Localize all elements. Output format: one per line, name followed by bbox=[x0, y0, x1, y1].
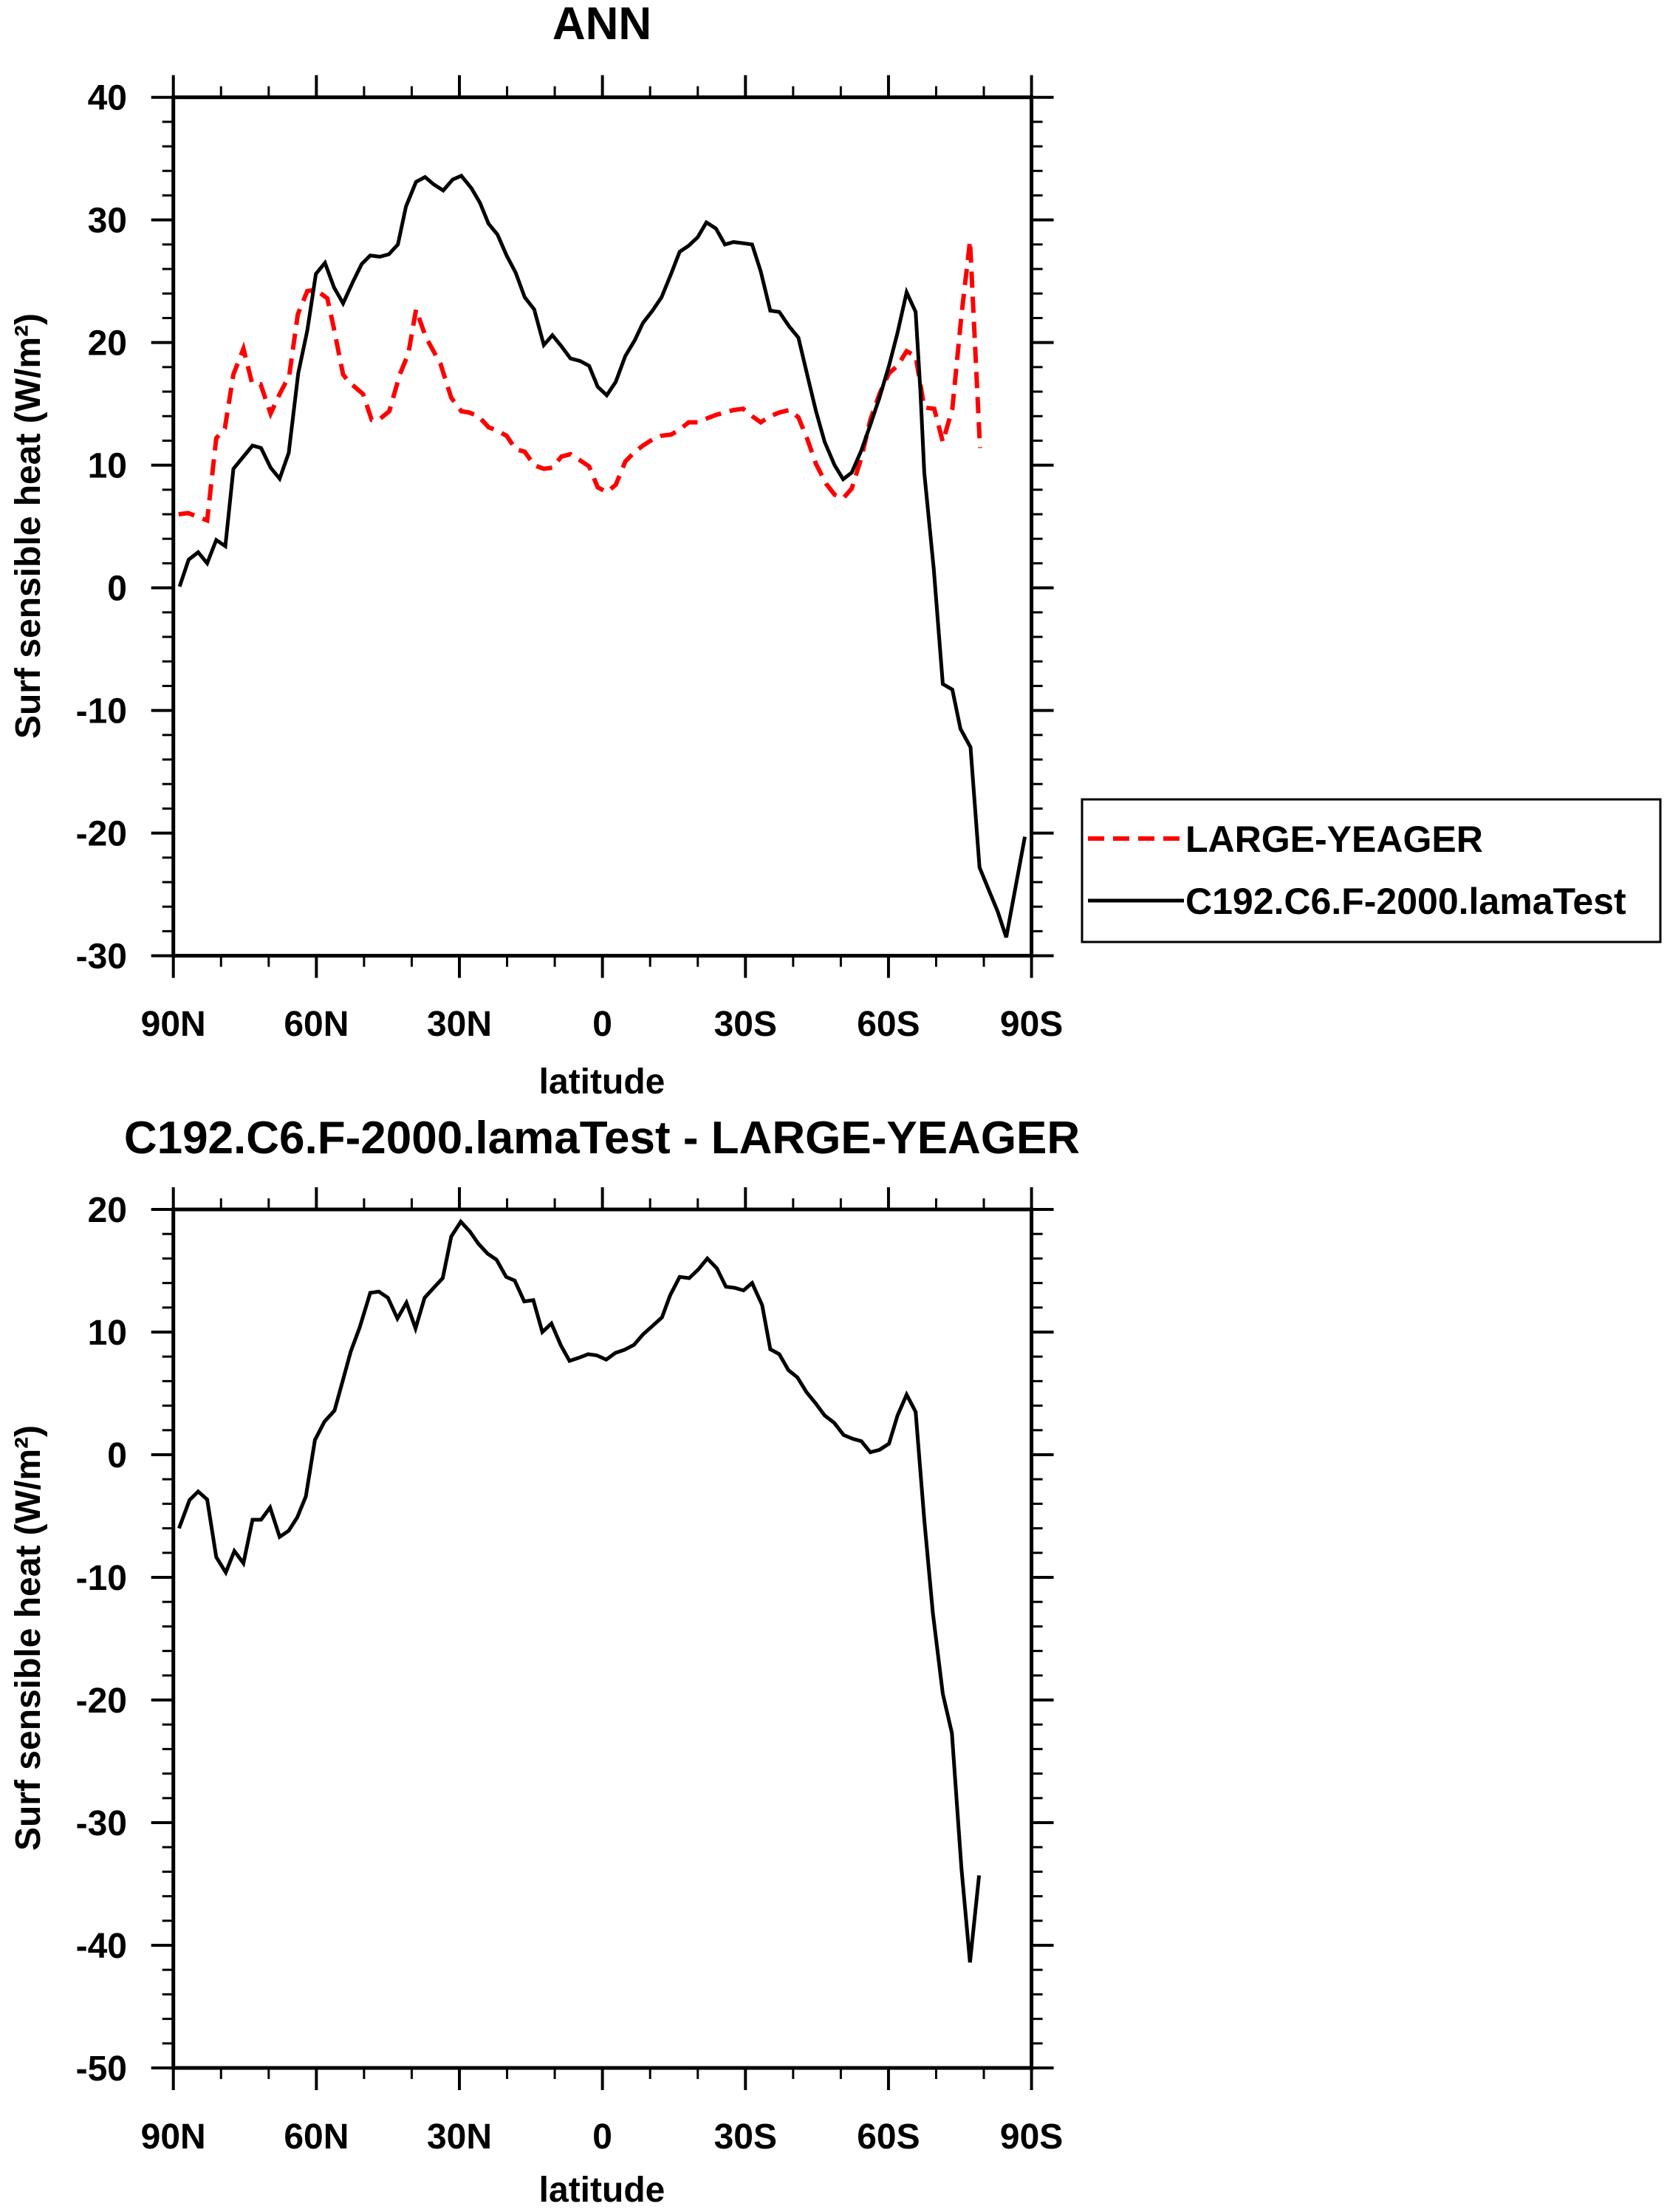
y-tick-label: -50 bbox=[76, 2049, 127, 2089]
x-tick-label: 30S bbox=[714, 2117, 777, 2157]
top-x-axis-label: latitude bbox=[539, 1062, 665, 1102]
y-tick-label: -10 bbox=[76, 1559, 127, 1598]
plot-frame bbox=[171, 1207, 1034, 2070]
legend-label-large-yeager: LARGE-YEAGER bbox=[1185, 819, 1483, 860]
series-line-difference bbox=[177, 1218, 982, 1963]
bottom-panel: C192.C6.F-2000.lamaTest - LARGE-YEAGER l… bbox=[9, 1113, 1080, 2210]
y-tick-label: -20 bbox=[76, 815, 127, 854]
top-plot-title: ANN bbox=[552, 0, 651, 50]
series-line-large-yeager bbox=[178, 240, 982, 524]
legend-box bbox=[1081, 798, 1662, 943]
x-tick-label: 90N bbox=[141, 1005, 206, 1044]
plot-frame bbox=[171, 95, 1034, 958]
y-tick-label: -30 bbox=[76, 938, 127, 977]
x-tick-label: 60S bbox=[857, 2117, 920, 2157]
y-tick-label: 10 bbox=[88, 447, 127, 486]
y-tick-label: 0 bbox=[107, 1436, 127, 1475]
x-tick-label: 60N bbox=[284, 1005, 349, 1044]
y-tick-label: -40 bbox=[76, 1927, 127, 1966]
x-tick-label: 90S bbox=[1000, 2117, 1063, 2157]
series-line-c192-c6-f-2000-lamatest bbox=[177, 173, 1027, 938]
top-plot-area: 90N 60N 30N 0 30S 60S 90S -30 -20 -10 0 10 20 30 40 bbox=[76, 75, 1063, 1044]
y-tick-label: 20 bbox=[88, 1191, 127, 1230]
y-tick-label: 0 bbox=[107, 570, 127, 609]
x-tick-label: 0 bbox=[592, 1005, 612, 1044]
bottom-plot-title: C192.C6.F-2000.lamaTest - LARGE-YEAGER bbox=[124, 1113, 1080, 1164]
y-tick-label: -30 bbox=[76, 1804, 127, 1843]
y-tick-label: 30 bbox=[88, 202, 127, 241]
x-tick-label: 90N bbox=[141, 2117, 206, 2157]
legend-label-c192: C192.C6.F-2000.lamaTest bbox=[1185, 881, 1626, 922]
x-tick-label: 30N bbox=[427, 1005, 492, 1044]
bottom-x-axis-label: latitude bbox=[539, 2171, 665, 2210]
top-y-axis-label: Surf sensible heat (W/m²) bbox=[9, 313, 48, 739]
x-tick-label: 0 bbox=[592, 2117, 612, 2157]
bottom-plot-area: 90N 60N 30N 0 30S 60S 90S -50 -40 -30 -20 -10 0 10 20 bbox=[76, 1187, 1063, 2157]
legend: LARGE-YEAGER C192.C6.F-2000.lamaTest bbox=[1081, 798, 1662, 943]
y-tick-label: -10 bbox=[76, 692, 127, 731]
x-tick-label: 30N bbox=[427, 2117, 492, 2157]
x-tick-label: 30S bbox=[714, 1005, 777, 1044]
x-tick-label: 90S bbox=[1000, 1005, 1063, 1044]
y-tick-label: 10 bbox=[88, 1314, 127, 1353]
x-tick-label: 60N bbox=[284, 2117, 349, 2157]
bottom-y-axis-label: Surf sensible heat (W/m²) bbox=[9, 1425, 48, 1851]
x-tick-label: 60S bbox=[857, 1005, 920, 1044]
y-tick-label: 20 bbox=[88, 324, 127, 363]
y-tick-label: 40 bbox=[88, 79, 127, 118]
top-panel: ANN latitude Surf sensible heat (W/m²) 9… bbox=[9, 0, 1063, 1102]
y-tick-label: -20 bbox=[76, 1682, 127, 1721]
